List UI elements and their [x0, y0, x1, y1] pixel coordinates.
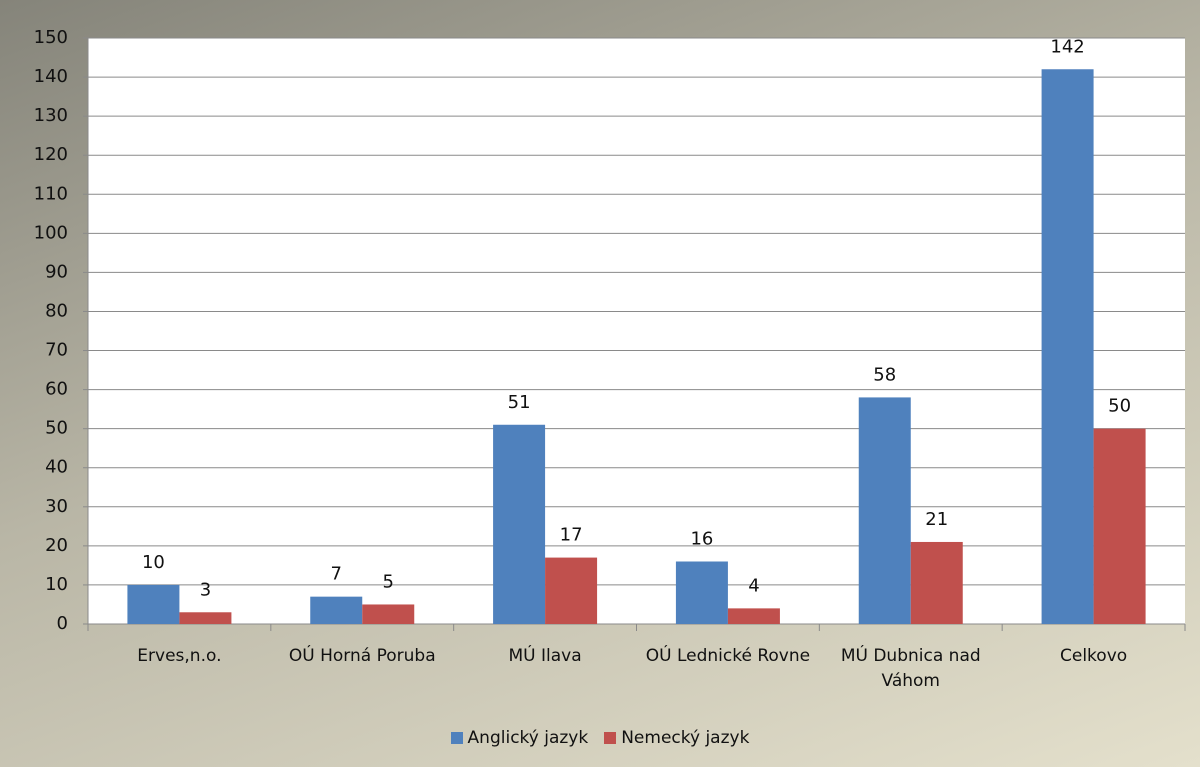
data-label: 51 — [508, 392, 531, 413]
data-label: 3 — [200, 579, 211, 600]
y-tick-label: 130 — [34, 105, 68, 126]
y-tick-label: 110 — [34, 183, 68, 204]
y-tick-label: 90 — [45, 261, 68, 282]
legend-label: Nemecký jazyk — [621, 728, 750, 748]
bar — [1041, 69, 1094, 624]
y-tick-label: 120 — [34, 144, 68, 165]
y-tick-label: 20 — [45, 535, 68, 556]
x-tick-label: OÚ Lednické Rovne — [645, 646, 811, 666]
bar — [127, 584, 180, 624]
legend-label: Anglický jazyk — [467, 728, 589, 748]
bar — [545, 557, 598, 624]
x-tick-label: MÚ Ilava — [508, 646, 582, 666]
data-label: 50 — [1108, 396, 1131, 417]
bar — [179, 612, 232, 624]
data-label: 17 — [560, 525, 583, 546]
data-label: 142 — [1050, 36, 1084, 57]
data-label: 7 — [331, 564, 342, 585]
data-label: 16 — [690, 528, 713, 549]
legend-item: Anglický jazyk — [450, 728, 589, 748]
data-label: 4 — [748, 575, 759, 596]
data-label: 58 — [873, 364, 896, 385]
plot-area — [88, 38, 1185, 624]
legend-item: Nemecký jazyk — [604, 728, 749, 748]
legend-swatch — [450, 732, 463, 744]
bar — [858, 397, 911, 624]
bar — [675, 561, 728, 624]
x-tick-label: MÚ Dubnica nad Váhom — [840, 646, 981, 691]
y-tick-label: 60 — [45, 379, 68, 400]
bar — [362, 604, 415, 624]
legend: Anglický jazyk Nemecký jazyk — [0, 728, 1200, 748]
y-tick-label: 40 — [45, 457, 68, 478]
y-tick-label: 140 — [34, 66, 68, 87]
y-tick-label: 100 — [34, 222, 68, 243]
y-tick-label: 50 — [45, 418, 68, 439]
bar — [1093, 428, 1146, 624]
x-tick-label: Celkovo — [1060, 646, 1128, 666]
y-tick-label: 30 — [45, 496, 68, 517]
y-tick-label: 10 — [45, 574, 68, 595]
legend-swatch — [604, 732, 617, 744]
data-label: 10 — [142, 552, 165, 573]
y-tick-label: 0 — [57, 613, 68, 634]
bar — [910, 541, 963, 624]
bar — [493, 424, 546, 624]
data-label: 5 — [383, 571, 394, 592]
y-tick-label: 80 — [45, 300, 68, 321]
bar — [727, 608, 780, 624]
bar — [310, 596, 363, 624]
y-tick-label: 70 — [45, 340, 68, 361]
x-tick-label: Erves,n.o. — [137, 646, 222, 666]
y-tick-label: 150 — [34, 27, 68, 48]
x-tick-label: OÚ Horná Poruba — [288, 646, 436, 666]
data-label: 21 — [925, 509, 948, 530]
